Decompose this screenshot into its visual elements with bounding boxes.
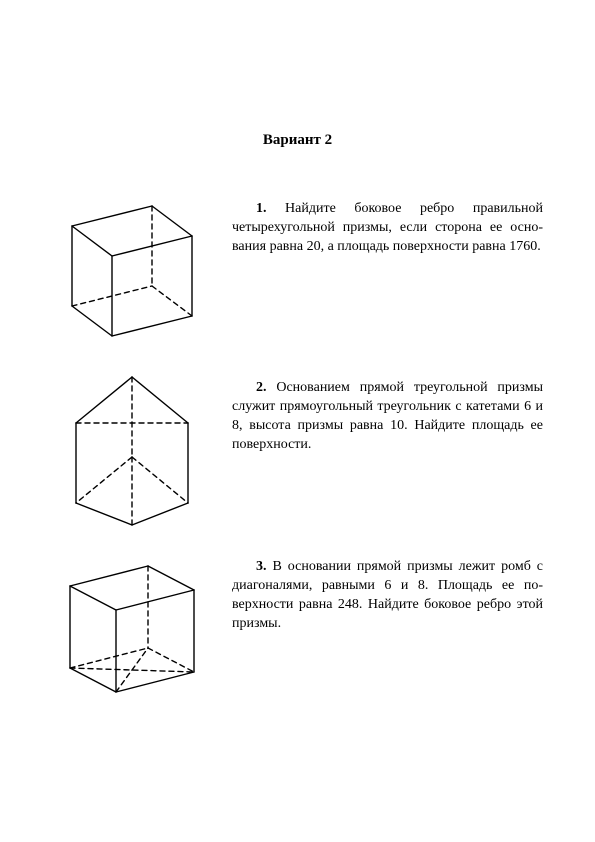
problem-2-text: 2. Основанием прямой треугольной призмы …: [232, 365, 543, 455]
figure-prism-rhomb: [52, 544, 212, 689]
problem-2-num: 2.: [256, 380, 267, 395]
figure-prism-tri: [52, 365, 212, 510]
problem-1: 1. Найдите боковое ребро правильной четы…: [52, 186, 543, 331]
rhomb-prism-svg: [52, 544, 212, 704]
problem-1-text: 1. Найдите боковое ребро правильной четы…: [232, 186, 543, 257]
problem-1-body: Найдите боковое ребро правильной четырех…: [232, 201, 543, 254]
tri-prism-svg: [52, 365, 212, 535]
page-title: Вариант 2: [52, 130, 543, 150]
problem-2: 2. Основанием прямой треугольной призмы …: [52, 365, 543, 510]
problem-3: 3. В основании прямой призмы лежит ромб …: [52, 544, 543, 689]
problem-1-num: 1.: [256, 201, 267, 216]
problem-3-body: В основании прямой призмы лежит ромб с д…: [232, 559, 543, 631]
cube-prism-svg: [52, 186, 212, 346]
problem-3-num: 3.: [256, 559, 267, 574]
figure-prism-rect: [52, 186, 212, 331]
problem-2-body: Основанием прямой треугольной призмы слу…: [232, 380, 543, 452]
problem-3-text: 3. В основании прямой призмы лежит ромб …: [232, 544, 543, 634]
